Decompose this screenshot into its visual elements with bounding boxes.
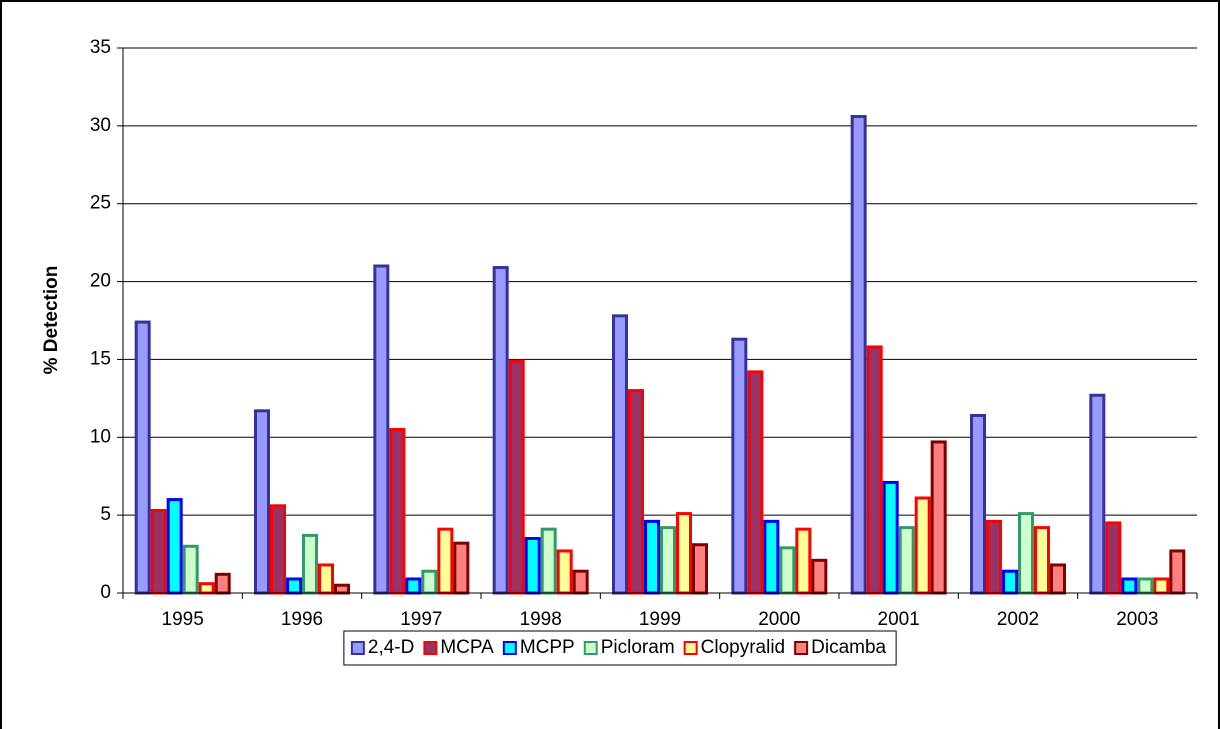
- legend-swatch: [583, 641, 598, 655]
- bar: [779, 546, 796, 595]
- legend-label: Clopyralid: [701, 637, 785, 658]
- bar: [914, 496, 931, 595]
- bar: [1153, 577, 1170, 595]
- bar: [421, 569, 438, 595]
- bar: [182, 544, 199, 595]
- bar: [811, 558, 828, 595]
- bar: [270, 504, 286, 595]
- bar: [134, 320, 151, 595]
- bar: [612, 314, 628, 595]
- bar: [405, 577, 422, 595]
- x-tick-label: 2003: [1116, 609, 1158, 630]
- bar: [508, 359, 525, 595]
- bar: [286, 577, 302, 595]
- bar: [850, 115, 867, 595]
- legend-label: Dicamba: [811, 637, 886, 658]
- legend-swatch: [683, 641, 698, 655]
- bar: [1002, 569, 1018, 595]
- bar: [437, 527, 454, 595]
- bar: [970, 413, 986, 595]
- bar: [302, 533, 318, 595]
- bar: [254, 409, 270, 595]
- bar: [795, 527, 812, 595]
- bar: [198, 582, 215, 595]
- y-axis-label: % Detection: [41, 266, 62, 375]
- bar: [898, 526, 915, 595]
- x-tick-label: 2001: [878, 609, 920, 630]
- bar: [150, 508, 167, 595]
- bar: [389, 428, 406, 595]
- bar: [930, 440, 947, 595]
- x-tick-label: 1998: [520, 609, 562, 630]
- bar: [731, 337, 748, 595]
- y-tick-label: 30: [90, 115, 111, 136]
- bar: [692, 543, 708, 595]
- y-tick-label: 35: [90, 37, 111, 58]
- bar: [214, 572, 231, 595]
- bar: [1105, 521, 1122, 595]
- bar: [986, 519, 1002, 595]
- legend-label: MCPP: [520, 637, 575, 658]
- y-tick-label: 10: [90, 426, 111, 447]
- y-tick-label: 0: [100, 582, 111, 603]
- legend-label: 2,4-D: [368, 637, 414, 658]
- y-tick-label: 15: [90, 348, 111, 369]
- x-tick-label: 2002: [997, 609, 1039, 630]
- bar: [1137, 577, 1154, 595]
- bar: [453, 541, 470, 595]
- bar: [1169, 549, 1186, 595]
- bar: [866, 345, 883, 595]
- legend-swatch: [502, 641, 517, 655]
- bar: [644, 519, 660, 595]
- x-tick-label: 2000: [758, 609, 800, 630]
- bar: [540, 527, 557, 595]
- legend-swatch: [423, 641, 438, 655]
- legend-label: MCPA: [440, 637, 494, 658]
- x-tick-label: 1999: [639, 609, 681, 630]
- legend-label: Picloram: [601, 637, 675, 658]
- bar: [373, 264, 390, 595]
- bar: [524, 537, 541, 595]
- bar: [334, 583, 350, 595]
- bar: [556, 549, 573, 595]
- bar: [1034, 526, 1050, 595]
- bar: [660, 526, 676, 595]
- y-tick-label: 20: [90, 271, 111, 292]
- bar: [763, 519, 780, 595]
- bar: [492, 266, 509, 595]
- bar: [1018, 512, 1034, 595]
- y-tick-label: 5: [100, 504, 111, 525]
- bar: [747, 370, 764, 595]
- legend: 2,4-D MCPA MCPP Picloram Clopyralid Dicamba: [343, 630, 897, 666]
- bar: [1089, 393, 1106, 595]
- x-tick-label: 1997: [400, 609, 442, 630]
- bar: [676, 512, 692, 595]
- y-tick-label: 25: [90, 193, 111, 214]
- bar: [628, 389, 644, 595]
- legend-swatch: [794, 641, 809, 655]
- x-tick-label: 1996: [281, 609, 323, 630]
- x-tick-label: 1995: [162, 609, 204, 630]
- legend-swatch: [350, 641, 365, 655]
- bar: [166, 498, 183, 595]
- bar: [318, 563, 334, 595]
- bar: [1121, 577, 1138, 595]
- bar: [572, 569, 589, 595]
- bar: [882, 480, 899, 595]
- bar: [1050, 563, 1066, 595]
